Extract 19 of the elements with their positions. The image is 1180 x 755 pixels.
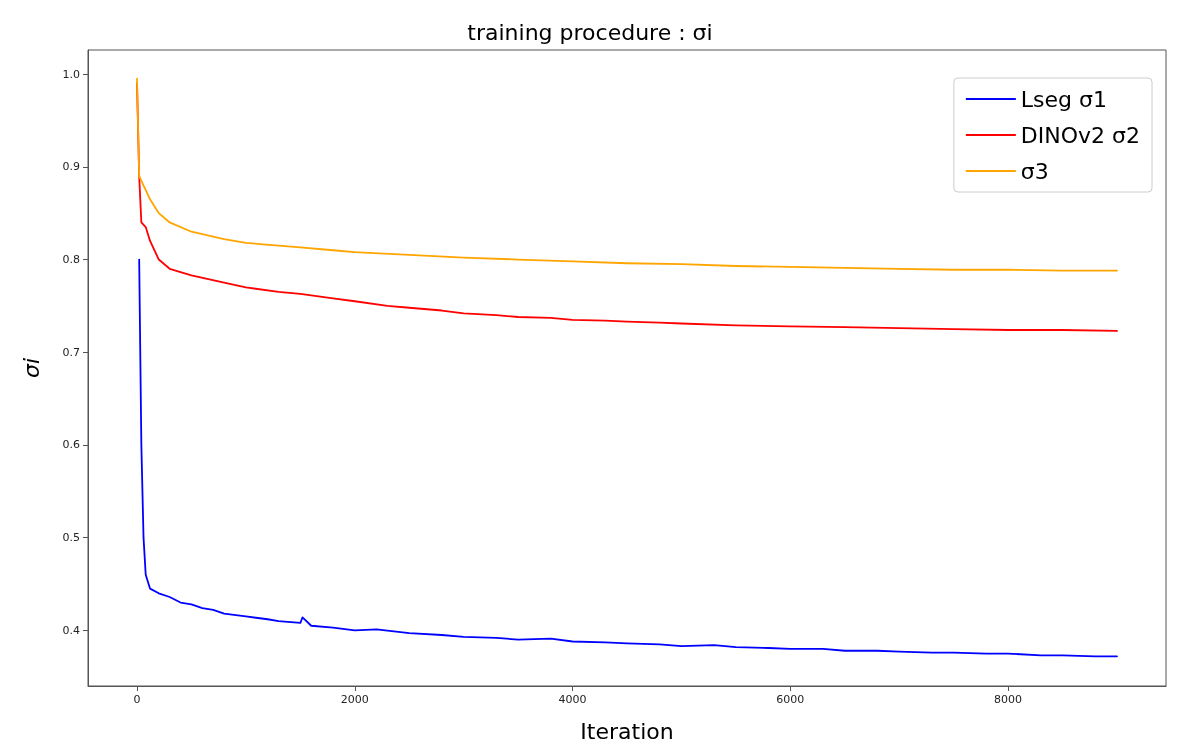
line-series <box>138 258 1118 658</box>
y-tick-label: 0.9 <box>62 160 80 174</box>
chart-title: training procedure : σi <box>467 19 713 45</box>
x-axis-title: Iteration <box>580 718 674 744</box>
y-tick-label: 0.5 <box>62 531 80 545</box>
y-tick-label: 0.6 <box>62 438 80 452</box>
legend-label: Lseg σ1 <box>1020 86 1107 112</box>
x-tick-label: 8000 <box>994 693 1023 706</box>
y-axis-title: σi <box>18 357 44 379</box>
legend-label: σ3 <box>1020 158 1049 184</box>
y-tick-label: 0.4 <box>62 623 80 637</box>
x-tick-label: 0 <box>133 693 141 706</box>
legend-label: DINOv2 σ2 <box>1020 122 1140 148</box>
x-tick-label: 4000 <box>558 693 587 706</box>
y-tick-label: 1.0 <box>62 67 80 81</box>
y-tick-label: 0.7 <box>62 345 80 359</box>
x-tick-label: 6000 <box>776 693 805 706</box>
x-tick-label: 2000 <box>340 693 369 706</box>
y-tick-label: 0.8 <box>62 253 80 267</box>
